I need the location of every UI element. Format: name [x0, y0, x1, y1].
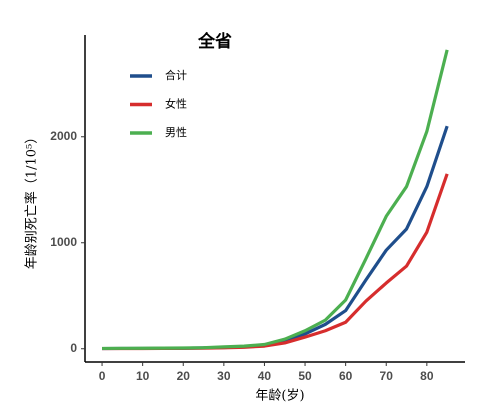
- x-tick-label: 80: [420, 369, 434, 383]
- series-line: [102, 49, 449, 351]
- legend-label: 合计: [165, 68, 187, 82]
- x-tick-label: 60: [339, 369, 353, 383]
- chart-title: 全省: [197, 31, 232, 52]
- x-axis-label: 年龄(岁): [255, 389, 304, 404]
- series-line: [102, 173, 449, 351]
- x-tick-label: 20: [177, 369, 191, 383]
- y-tick-label: 1000: [50, 235, 77, 249]
- x-tick-label: 70: [380, 369, 394, 383]
- series-line: [102, 125, 449, 351]
- x-tick-label: 50: [298, 369, 312, 383]
- y-axis-label: 年龄别死亡率（1/10⁵）: [24, 131, 40, 269]
- x-tick-label: 40: [258, 369, 272, 383]
- x-tick-label: 10: [136, 369, 150, 383]
- x-tick-label: 0: [99, 369, 106, 383]
- legend-label: 女性: [165, 97, 187, 111]
- legend-label: 男性: [165, 125, 187, 139]
- x-tick-label: 30: [217, 369, 231, 383]
- y-tick-label: 0: [70, 341, 77, 355]
- y-tick-label: 2000: [50, 129, 77, 143]
